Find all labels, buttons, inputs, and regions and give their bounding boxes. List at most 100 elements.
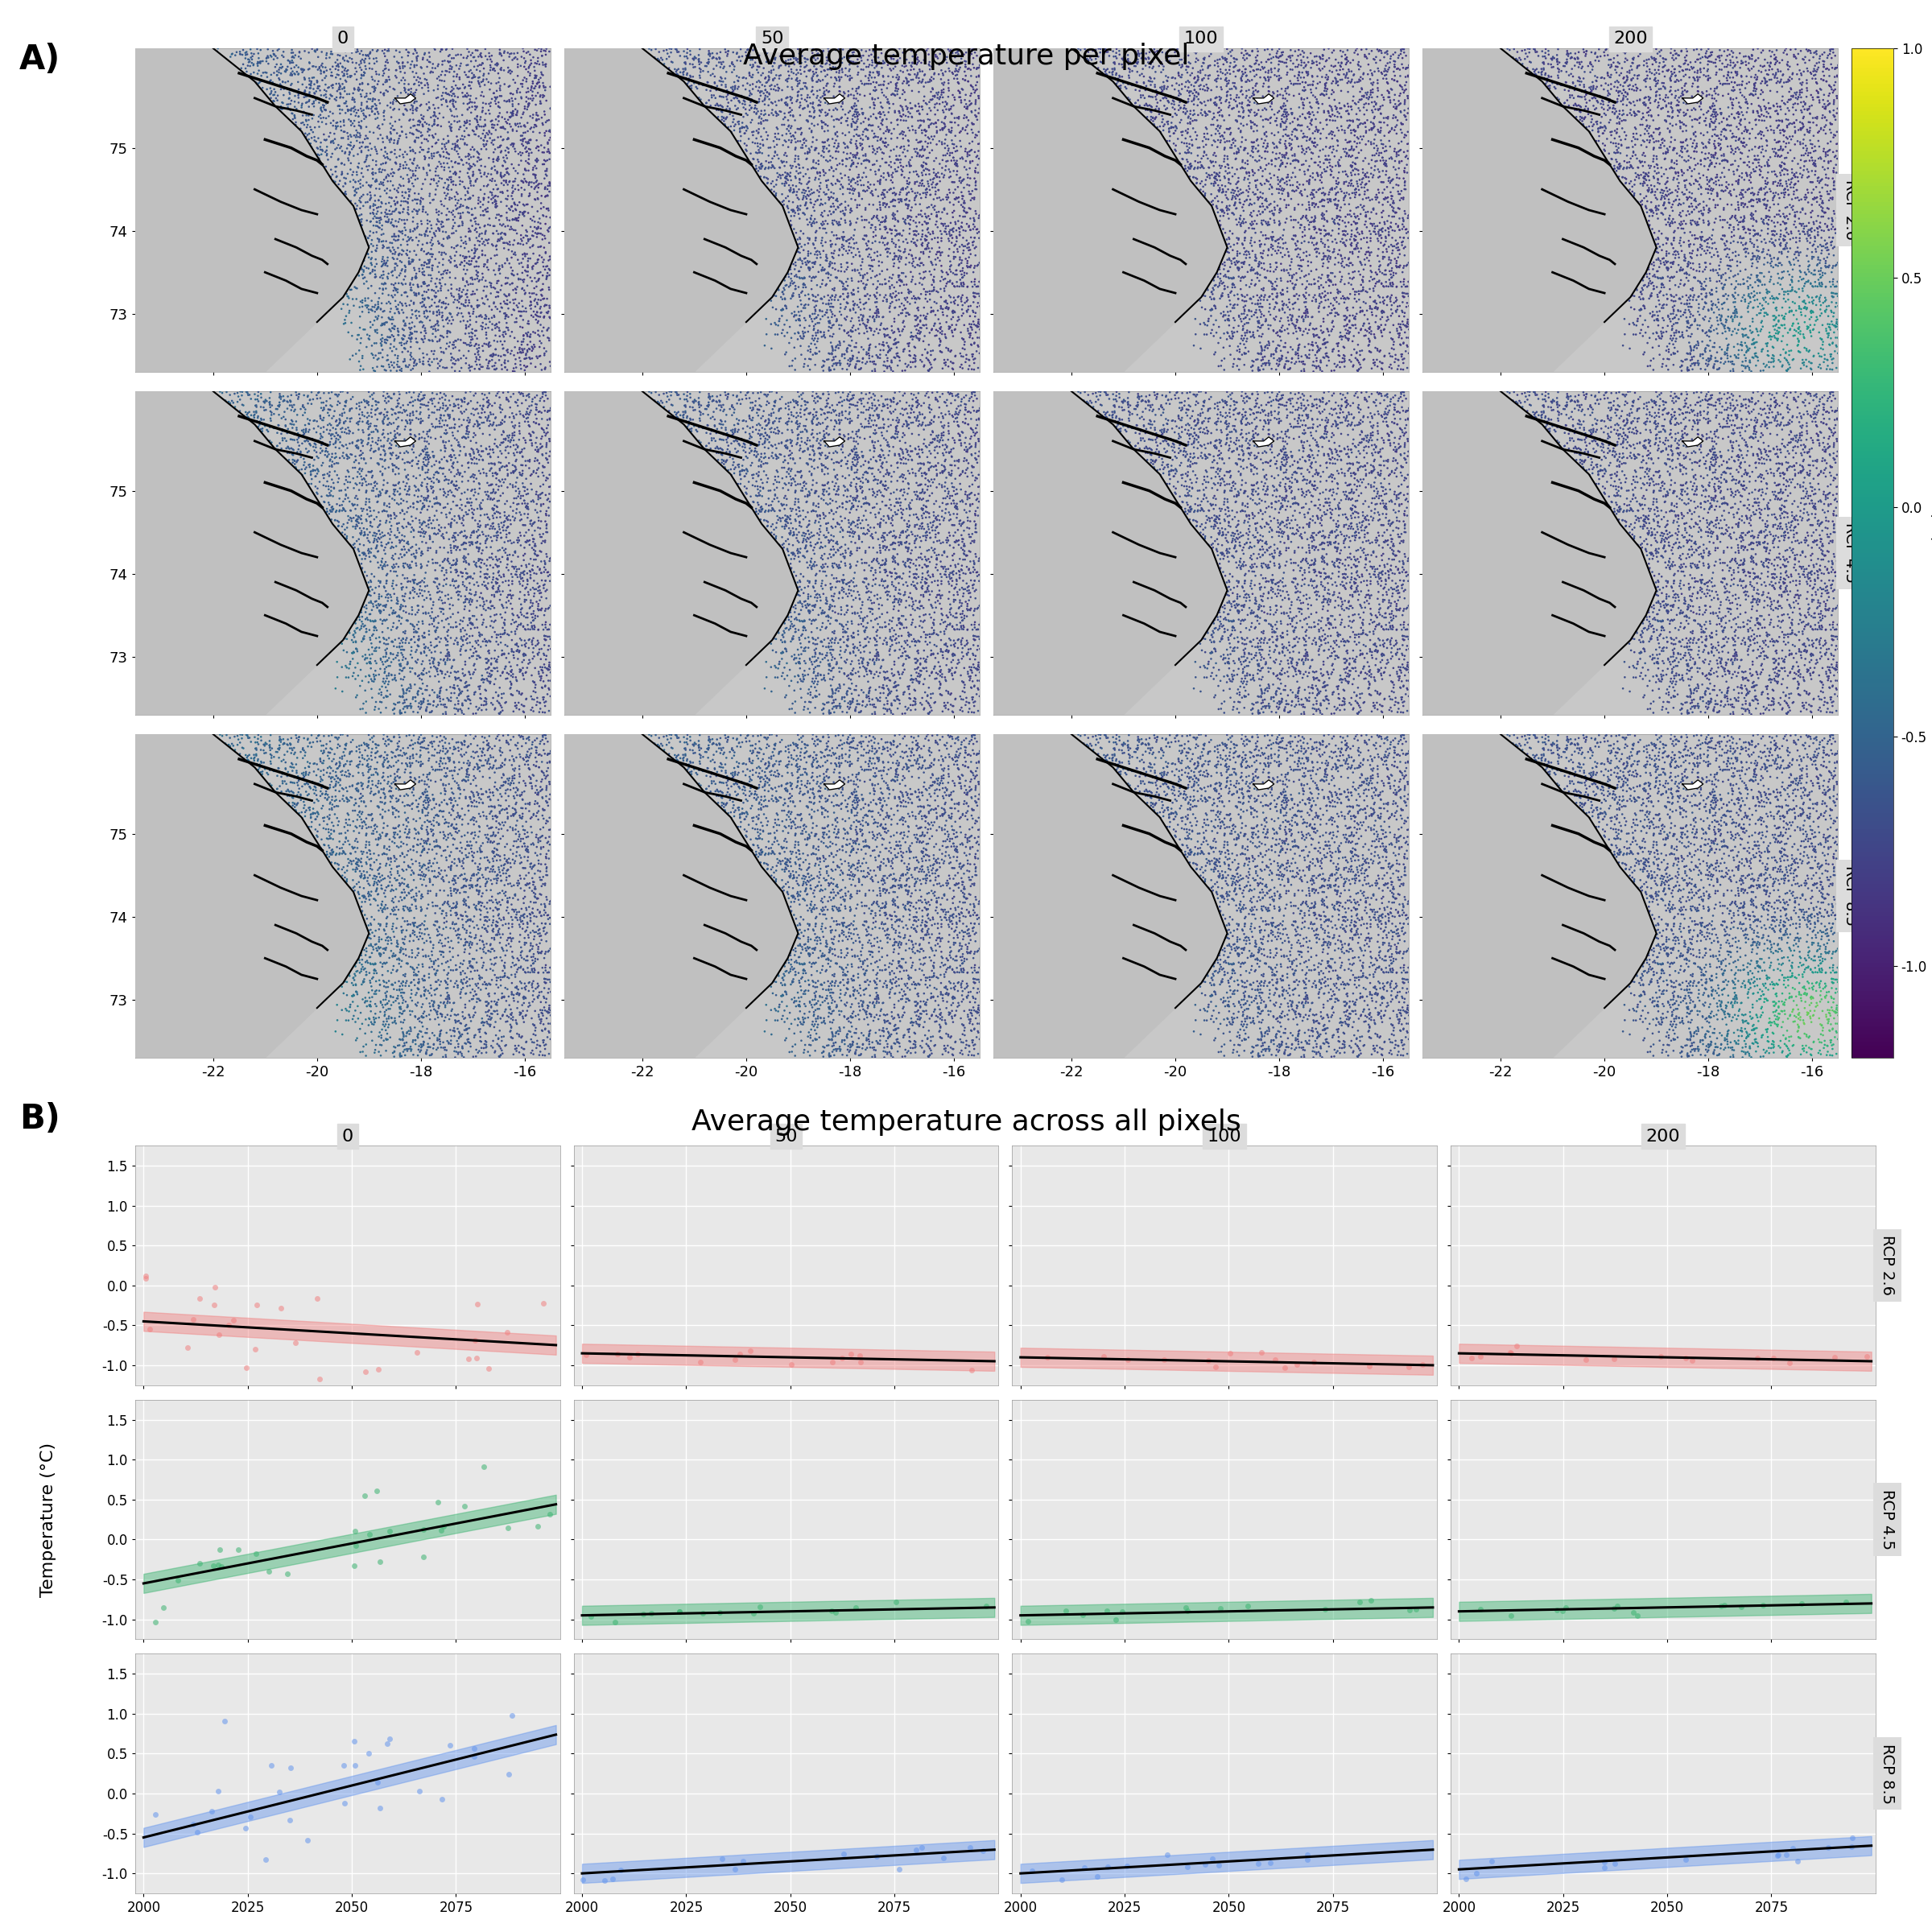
Point xyxy=(925,813,956,844)
Point xyxy=(808,750,838,781)
Point xyxy=(1644,877,1675,908)
Point xyxy=(1561,837,1592,867)
Point xyxy=(1320,893,1350,923)
Point xyxy=(1754,50,1785,81)
Point xyxy=(433,981,464,1012)
Point xyxy=(454,603,485,634)
Point xyxy=(1238,77,1269,108)
Point xyxy=(377,510,408,541)
Point xyxy=(1785,941,1816,972)
Point xyxy=(811,980,842,1010)
Point xyxy=(724,1339,755,1370)
Point xyxy=(497,999,527,1030)
Point xyxy=(1741,595,1772,626)
Point xyxy=(1683,624,1714,655)
Point xyxy=(1320,837,1350,867)
Point xyxy=(386,670,417,701)
Point xyxy=(813,1024,844,1055)
Point xyxy=(1283,249,1314,280)
Point xyxy=(1710,810,1741,840)
Point xyxy=(1584,549,1615,580)
Point xyxy=(433,317,464,348)
Point xyxy=(1640,176,1671,207)
Point xyxy=(1296,522,1327,553)
Point xyxy=(761,798,792,829)
Point xyxy=(1634,920,1665,951)
Point xyxy=(468,738,498,769)
Point xyxy=(1772,437,1803,468)
Point xyxy=(1675,582,1706,612)
Point xyxy=(1132,514,1163,545)
Point xyxy=(711,471,742,502)
Point xyxy=(1352,1009,1383,1039)
Point xyxy=(723,902,753,933)
Point xyxy=(381,665,412,696)
Point xyxy=(305,274,336,305)
Point xyxy=(1698,89,1729,120)
Point xyxy=(811,753,842,784)
Point xyxy=(1339,910,1370,941)
Point xyxy=(900,531,931,562)
Point xyxy=(1281,831,1312,862)
Point xyxy=(869,622,900,653)
Point xyxy=(1057,744,1088,775)
Point xyxy=(1140,81,1171,112)
Point xyxy=(1818,232,1849,263)
Point xyxy=(922,112,952,143)
Point xyxy=(1376,386,1406,417)
Point xyxy=(1812,914,1843,945)
Point xyxy=(1291,736,1321,767)
Point xyxy=(373,344,404,375)
Point xyxy=(846,696,877,726)
Point xyxy=(1138,815,1169,846)
Point xyxy=(1302,837,1333,867)
Point xyxy=(1196,636,1227,667)
Point xyxy=(1662,452,1692,483)
Point xyxy=(821,400,852,431)
Point xyxy=(738,802,769,833)
Point xyxy=(1343,348,1374,379)
Point xyxy=(1358,537,1389,568)
Point xyxy=(815,1007,846,1037)
Point xyxy=(533,956,564,987)
Point xyxy=(1349,106,1379,137)
Point xyxy=(1345,682,1376,713)
Point xyxy=(674,62,705,93)
Point xyxy=(742,174,773,205)
Point xyxy=(342,991,373,1022)
Point xyxy=(298,135,328,166)
Point xyxy=(1238,556,1269,587)
Point xyxy=(734,147,765,178)
Point xyxy=(1354,245,1385,276)
Point xyxy=(1692,224,1723,255)
Point xyxy=(1320,209,1350,240)
Point xyxy=(471,827,502,858)
Point xyxy=(481,520,512,551)
Point xyxy=(914,448,945,479)
Point xyxy=(1675,927,1706,958)
Point xyxy=(1735,699,1766,730)
Point xyxy=(665,1596,696,1627)
Point xyxy=(1300,941,1331,972)
Point xyxy=(765,891,796,922)
Point xyxy=(363,386,394,417)
Point xyxy=(294,104,325,135)
Point xyxy=(1719,489,1750,520)
Point xyxy=(1803,166,1833,197)
Point xyxy=(800,949,831,980)
Point xyxy=(738,189,769,220)
Point xyxy=(962,149,993,180)
Point xyxy=(891,771,922,802)
Point xyxy=(1770,131,1801,162)
Point xyxy=(498,187,529,218)
Point xyxy=(1264,66,1294,97)
Point xyxy=(1217,321,1248,352)
Point xyxy=(1159,471,1190,502)
Point xyxy=(1758,852,1789,883)
Point xyxy=(1335,837,1366,867)
Point xyxy=(896,862,927,893)
Point xyxy=(526,908,556,939)
Point xyxy=(1694,315,1725,346)
Point xyxy=(357,216,388,247)
Point xyxy=(1685,446,1716,477)
